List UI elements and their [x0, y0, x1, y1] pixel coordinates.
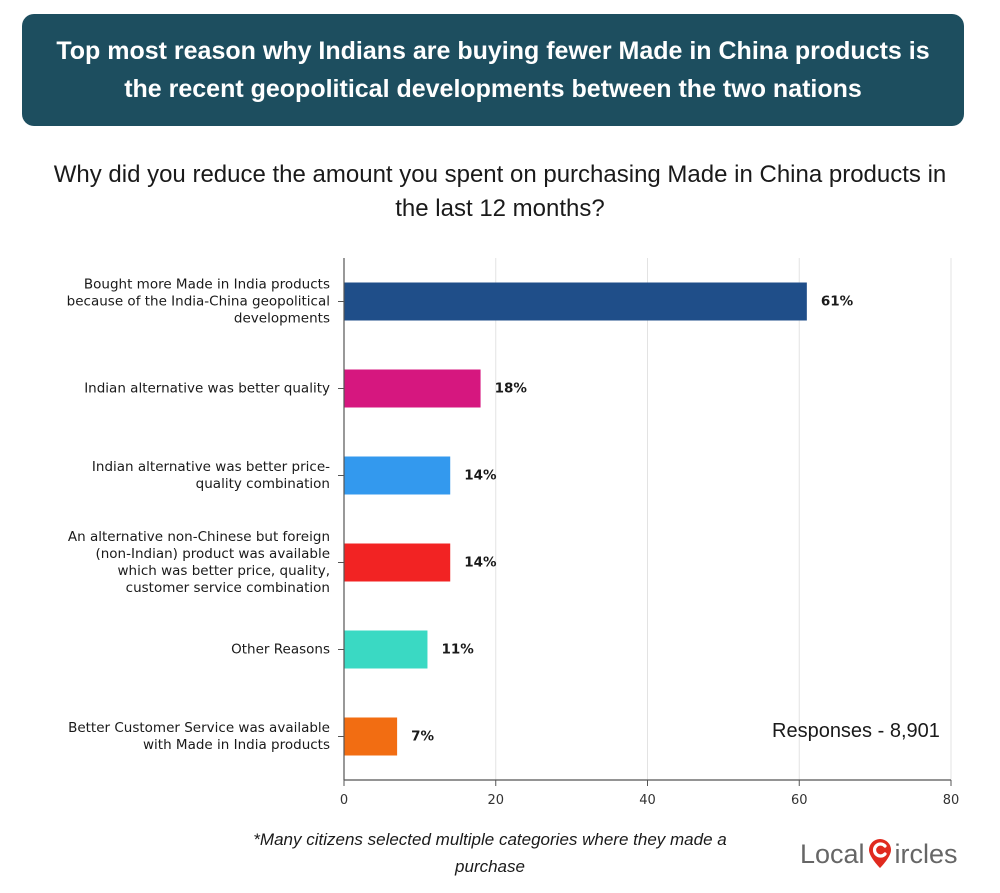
value-label: 7%	[411, 729, 434, 745]
value-label: 11%	[441, 642, 474, 658]
value-label: 14%	[464, 468, 497, 484]
footnote: *Many citizens selected multiple categor…	[253, 830, 727, 876]
chart-question: Why did you reduce the amount you spent …	[53, 161, 947, 222]
bar	[344, 717, 398, 756]
bar	[344, 456, 451, 495]
x-tick-label: 60	[791, 793, 808, 808]
localcircles-logo: Local ircles	[800, 834, 958, 874]
bar	[344, 543, 451, 582]
category-label: An alternative non-Chinese but foreign (n…	[68, 529, 330, 596]
logo-text-right: ircles	[894, 838, 958, 869]
category-label: Indian alternative was better price-qual…	[92, 459, 330, 492]
title-banner: Top most reason why Indians are buying f…	[22, 14, 964, 126]
category-label: Indian alternative was better quality	[84, 381, 330, 397]
x-tick-label: 40	[639, 793, 656, 808]
banner-title: Top most reason why Indians are buying f…	[56, 37, 930, 103]
bar	[344, 630, 428, 669]
value-label: 61%	[821, 294, 854, 310]
category-label: Better Customer Service was available wit…	[68, 720, 330, 753]
location-pin-c-icon	[866, 839, 894, 869]
value-label: 14%	[464, 555, 497, 571]
bar	[344, 282, 807, 321]
logo-text-left: Local	[800, 838, 865, 869]
x-tick-label: 0	[340, 793, 348, 808]
category-label: Bought more Made in India products becaus…	[67, 277, 330, 327]
bar	[344, 369, 481, 408]
responses-count: Responses - 8,901	[772, 720, 940, 742]
x-tick-label: 80	[943, 793, 960, 808]
x-tick-label: 20	[487, 793, 504, 808]
value-label: 18%	[495, 381, 528, 397]
category-label: Other Reasons	[231, 642, 330, 658]
